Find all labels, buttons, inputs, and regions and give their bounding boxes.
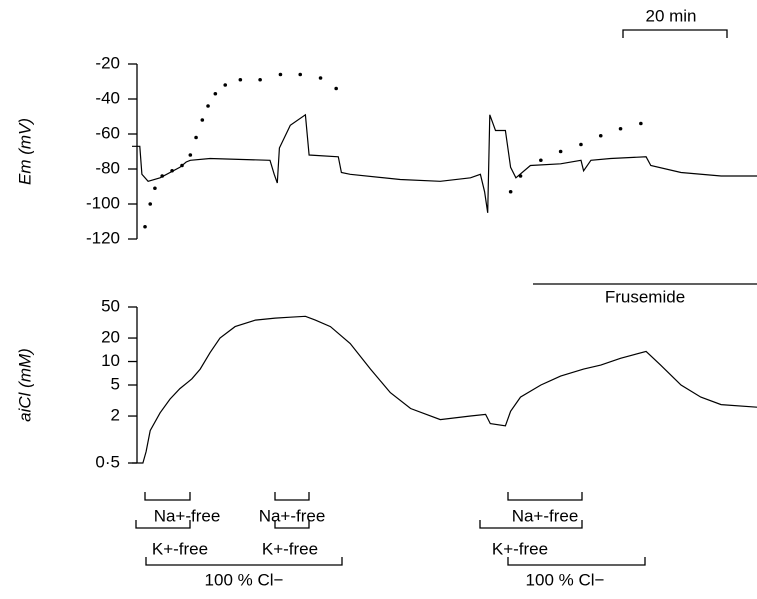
data-dot xyxy=(180,163,184,168)
data-dot xyxy=(618,126,623,131)
data-dot xyxy=(153,186,157,191)
y-tick-label: -120 xyxy=(86,228,120,247)
data-dot xyxy=(258,77,262,82)
data-dot xyxy=(160,174,165,178)
y-axis-label: aiCl (mM) xyxy=(15,348,34,422)
data-dot xyxy=(558,149,563,154)
data-dot xyxy=(579,142,583,147)
data-dot xyxy=(148,202,153,206)
y-tick-label: 5 xyxy=(111,374,120,393)
bracket xyxy=(622,29,728,38)
data-dot xyxy=(539,158,543,163)
y-tick-label: 20 xyxy=(101,328,120,347)
data-dot xyxy=(598,133,603,138)
annotation: K+-free xyxy=(152,539,208,558)
trace xyxy=(132,315,757,464)
annotation: 20 min xyxy=(645,6,696,25)
data-dot xyxy=(318,76,323,80)
bracket xyxy=(507,557,646,566)
bracket xyxy=(274,520,310,529)
bracket xyxy=(145,557,343,566)
data-dot xyxy=(238,77,243,82)
annotation: Na+-free xyxy=(512,506,579,525)
y-tick-label: -80 xyxy=(95,158,120,177)
bracket xyxy=(479,520,583,529)
y-tick-label: 50 xyxy=(101,296,120,315)
data-dot xyxy=(143,224,147,229)
data-dot xyxy=(508,189,513,194)
data-dot xyxy=(188,153,193,157)
annotation: K+-free xyxy=(262,539,318,558)
y-tick-label: -20 xyxy=(95,53,120,72)
trace xyxy=(132,113,757,213)
data-dot xyxy=(194,135,198,140)
data-dot xyxy=(334,86,338,91)
annotation: Frusemide xyxy=(605,287,685,306)
annotation: Na+-free xyxy=(259,506,326,525)
data-dot xyxy=(639,121,643,126)
data-dot xyxy=(518,174,523,178)
y-tick-label: 10 xyxy=(101,351,120,370)
annotation: K+-free xyxy=(492,539,548,558)
y-axis-label: Em (mV) xyxy=(15,118,34,185)
bracket xyxy=(144,492,191,501)
y-tick-label: 0·5 xyxy=(95,452,120,471)
data-dot xyxy=(206,104,210,108)
data-dot xyxy=(298,72,303,77)
data-dot xyxy=(213,91,218,96)
data-dot xyxy=(278,72,283,77)
annotation: Na+-free xyxy=(154,506,221,525)
annotation: 100 % Cl− xyxy=(526,570,605,589)
data-dot xyxy=(223,83,228,87)
bracket xyxy=(507,492,583,501)
y-tick-label: -60 xyxy=(95,123,120,142)
y-tick-label: -40 xyxy=(95,88,120,107)
data-dot xyxy=(200,118,205,122)
y-tick-label: -100 xyxy=(86,193,120,212)
data-dot xyxy=(170,168,174,173)
y-tick-label: 2 xyxy=(111,406,120,425)
bracket xyxy=(135,520,191,529)
bracket xyxy=(274,492,310,501)
annotation: 100 % Cl− xyxy=(205,570,284,589)
